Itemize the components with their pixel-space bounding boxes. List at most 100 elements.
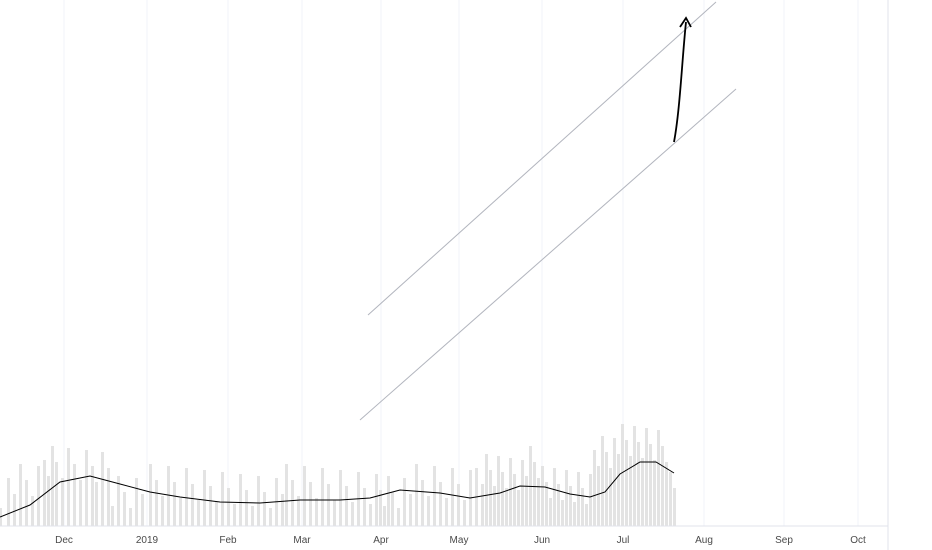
volume-bar	[135, 478, 138, 526]
x-tick-label: Oct	[850, 535, 866, 546]
volume-bar	[625, 440, 628, 526]
volume-bar	[649, 444, 652, 526]
volume-bar	[257, 476, 260, 526]
volume-bar	[537, 478, 540, 526]
volume-bar	[227, 488, 230, 526]
volume-bar	[457, 484, 460, 526]
volume-bar	[445, 498, 448, 526]
volume-bar	[351, 502, 354, 526]
volume-bar	[101, 452, 104, 526]
volume-bar	[209, 486, 212, 526]
volume-bar	[309, 482, 312, 526]
volume-bar	[315, 498, 318, 526]
grid	[63, 0, 859, 526]
volume-bar	[155, 480, 158, 526]
x-tick-label: Jul	[617, 535, 630, 546]
volume-bar	[387, 476, 390, 526]
channel-upper-line	[367, 1, 717, 316]
volume-bar	[161, 496, 164, 526]
volume-bar	[203, 470, 206, 526]
volume-moving-average	[0, 461, 675, 518]
trend-channel	[359, 1, 737, 421]
volume-bar	[561, 500, 564, 526]
volume-bar	[369, 504, 372, 526]
volume-bar	[673, 488, 676, 526]
volume-bar	[541, 466, 544, 526]
volume-bar	[61, 478, 64, 526]
volume-bar	[47, 476, 50, 526]
volume-bar	[451, 468, 454, 526]
volume-bar	[7, 478, 10, 526]
volume-bar	[501, 472, 504, 526]
volume-bar	[661, 446, 664, 526]
volume-bar	[569, 486, 572, 526]
volume-bar	[497, 456, 500, 526]
volume-bar	[67, 448, 70, 526]
volume-bar	[327, 484, 330, 526]
volume-bar	[557, 484, 560, 526]
volume-bar	[427, 496, 430, 526]
x-tick-label: 2019	[136, 535, 159, 546]
volume-bar	[37, 466, 40, 526]
volume-bar	[493, 486, 496, 526]
volume-bar	[463, 500, 466, 526]
volume-bar	[129, 508, 132, 526]
volume-bar	[391, 492, 394, 526]
volume-bar	[239, 474, 242, 526]
volume-bar	[597, 466, 600, 526]
x-tick-label: Mar	[293, 535, 311, 546]
projection-arrow-head	[679, 16, 692, 28]
volume-bar	[589, 474, 592, 526]
volume-bar	[251, 506, 254, 526]
volume-bar	[379, 490, 382, 526]
volume-bar	[95, 482, 98, 526]
volume-bar	[85, 450, 88, 526]
volume-bar	[363, 488, 366, 526]
volume-bar	[269, 508, 272, 526]
volume-bar	[375, 474, 378, 526]
volume-bar	[641, 458, 644, 526]
volume-bar	[573, 502, 576, 526]
volume-bar	[517, 490, 520, 526]
volume-bar	[43, 460, 46, 526]
volume-bar	[221, 472, 224, 526]
volume-bar	[409, 494, 412, 526]
volume-bar	[13, 494, 16, 526]
volume-bar	[321, 468, 324, 526]
volume-bar	[629, 456, 632, 526]
volume-bar	[345, 486, 348, 526]
volume-bar	[617, 454, 620, 526]
volume-bar	[439, 482, 442, 526]
volume-bar	[581, 488, 584, 526]
volume-bar	[215, 502, 218, 526]
volume-bar	[303, 466, 306, 526]
x-tick-label: Feb	[219, 535, 237, 546]
volume-bar	[185, 468, 188, 526]
volume-bar	[291, 480, 294, 526]
volume-bar	[421, 480, 424, 526]
x-tick-label: Dec	[55, 535, 73, 546]
volume-bar	[233, 504, 236, 526]
volume-bar	[489, 470, 492, 526]
volume-bar	[485, 454, 488, 526]
volume-bar	[505, 488, 508, 526]
volume-bar	[601, 436, 604, 526]
volume-bar	[197, 500, 200, 526]
volume-bar	[533, 462, 536, 526]
volume-bar	[545, 482, 548, 526]
volume-bar	[281, 494, 284, 526]
volume-bar	[91, 466, 94, 526]
volume-bar	[637, 442, 640, 526]
volume-bar	[245, 490, 248, 526]
volume-bar	[79, 480, 82, 526]
x-tick-label: Apr	[373, 535, 389, 546]
volume-bar	[111, 506, 114, 526]
volume-bar	[665, 462, 668, 526]
x-tick-label: Jun	[534, 535, 550, 546]
volume-bar	[31, 496, 34, 526]
volume-bar	[141, 494, 144, 526]
volume-bar	[19, 464, 22, 526]
projection-arrow-line	[673, 21, 687, 143]
